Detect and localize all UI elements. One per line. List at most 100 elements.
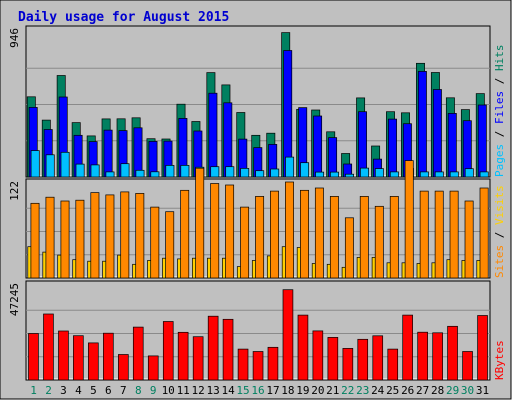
bar-kbytes-day-4 <box>73 335 84 381</box>
bar-files-day-20 <box>313 115 323 178</box>
day-label-5: 5 <box>90 384 97 397</box>
legend-entry: / <box>493 225 506 245</box>
bar-files-day-14 <box>223 102 233 178</box>
bar-sites-day-29 <box>449 190 459 279</box>
bar-files-day-21 <box>328 137 338 178</box>
bar-kbytes-day-22 <box>342 348 354 381</box>
bar-files-day-28 <box>432 89 442 178</box>
bar-pages-day-7 <box>120 163 130 178</box>
legend-entry: / <box>493 124 506 144</box>
day-label-29: 29 <box>446 384 459 397</box>
bar-files-day-8 <box>133 127 143 178</box>
bar-pages-day-24 <box>374 168 384 178</box>
day-label-27: 27 <box>416 384 429 397</box>
bar-files-day-6 <box>103 129 113 178</box>
bar-kbytes-day-18 <box>282 289 294 381</box>
bar-kbytes-day-7 <box>118 354 129 381</box>
bar-sites-day-13 <box>210 183 220 279</box>
bar-sites-day-12 <box>195 167 205 279</box>
bar-kbytes-day-20 <box>312 330 324 381</box>
bar-sites-day-27 <box>419 190 429 279</box>
bar-files-day-27 <box>417 71 427 178</box>
bar-pages-day-17 <box>270 168 280 178</box>
bar-kbytes-day-27 <box>417 331 428 381</box>
bar-pages-day-31 <box>479 171 489 178</box>
bar-kbytes-day-28 <box>432 332 443 381</box>
day-label-12: 12 <box>191 384 204 397</box>
bar-pages-day-30 <box>464 168 474 178</box>
bar-sites-day-8 <box>135 193 145 279</box>
bar-kbytes-day-16 <box>252 351 264 381</box>
panel-bottom: 47245 KBytes <box>8 280 506 381</box>
y-max-label: 47245 <box>8 283 21 316</box>
day-label-3: 3 <box>60 384 67 397</box>
day-label-19: 19 <box>296 384 309 397</box>
bar-kbytes-day-13 <box>207 315 219 381</box>
bar-files-day-29 <box>447 113 457 178</box>
bar-kbytes-day-8 <box>132 326 144 381</box>
bar-pages-day-1 <box>30 150 40 178</box>
bar-pages-day-18 <box>285 156 295 178</box>
day-label-23: 23 <box>356 384 369 397</box>
bar-kbytes-day-9 <box>147 355 159 381</box>
bar-sites-day-14 <box>225 184 235 279</box>
bar-pages-day-15 <box>240 168 250 178</box>
day-label-24: 24 <box>371 384 385 397</box>
y-max-label: 946 <box>8 28 21 48</box>
bar-pages-day-3 <box>60 151 70 178</box>
bar-kbytes-day-14 <box>222 318 234 381</box>
bar-pages-day-9 <box>150 171 160 178</box>
bar-pages-day-6 <box>105 171 115 178</box>
bar-sites-day-31 <box>479 187 489 279</box>
bar-kbytes-day-21 <box>327 337 339 381</box>
chart-panels: 946 Pages / Files / Hits 122 Sites / Visits… <box>8 25 506 381</box>
bar-pages-day-29 <box>449 171 459 178</box>
legend-bottom: KBytes <box>493 340 506 380</box>
bar-kbytes-day-10 <box>162 321 174 381</box>
day-label-2: 2 <box>45 384 52 397</box>
bar-kbytes-day-1 <box>28 333 39 381</box>
legend-entry: Visits <box>493 185 506 225</box>
bar-pages-day-14 <box>225 166 235 178</box>
day-label-31: 31 <box>476 384 489 397</box>
bar-sites-day-22 <box>344 217 354 279</box>
day-label-14: 14 <box>221 384 235 397</box>
bar-sites-day-30 <box>464 200 474 279</box>
bar-pages-day-10 <box>165 165 175 178</box>
bar-sites-day-19 <box>300 189 309 279</box>
day-label-8: 8 <box>135 384 142 397</box>
bar-sites-day-16 <box>255 196 265 279</box>
legend-entry: Hits <box>493 45 506 72</box>
bar-sites-day-21 <box>329 196 339 279</box>
legend-entry: / <box>493 71 506 91</box>
bar-pages-day-16 <box>255 170 265 178</box>
day-label-13: 13 <box>206 384 219 397</box>
panel-middle: 122 Sites / Visits <box>8 160 506 279</box>
day-label-9: 9 <box>150 384 157 397</box>
bar-pages-day-27 <box>419 171 429 178</box>
bar-kbytes-day-24 <box>372 335 384 381</box>
bar-sites-day-6 <box>105 194 115 279</box>
bar-kbytes-day-30 <box>462 351 473 381</box>
day-label-25: 25 <box>386 384 399 397</box>
bar-sites-day-17 <box>270 190 279 279</box>
bar-kbytes-day-5 <box>88 342 99 381</box>
day-label-18: 18 <box>281 384 294 397</box>
bar-pages-day-13 <box>210 166 220 178</box>
x-axis-day-labels: 1 2 3 4 5 6 7 8 9 10 11 12 13 14 15 16 17 18 19 20 21 22 23 24 2… <box>30 384 489 397</box>
day-label-1: 1 <box>30 384 37 397</box>
bar-kbytes-day-25 <box>387 348 399 381</box>
bar-kbytes-day-26 <box>402 314 413 381</box>
bar-kbytes-day-31 <box>477 315 488 381</box>
day-label-28: 28 <box>431 384 444 397</box>
legend-entry: Pages <box>493 144 506 177</box>
legend-entry: Files <box>493 91 506 124</box>
bar-pages-day-22 <box>345 173 354 178</box>
bar-kbytes-day-23 <box>357 338 369 381</box>
bar-files-day-31 <box>477 104 487 178</box>
bar-sites-day-26 <box>404 160 414 279</box>
bar-pages-day-21 <box>330 171 339 178</box>
bar-sites-day-5 <box>90 192 100 279</box>
bar-kbytes-day-17 <box>267 346 279 381</box>
